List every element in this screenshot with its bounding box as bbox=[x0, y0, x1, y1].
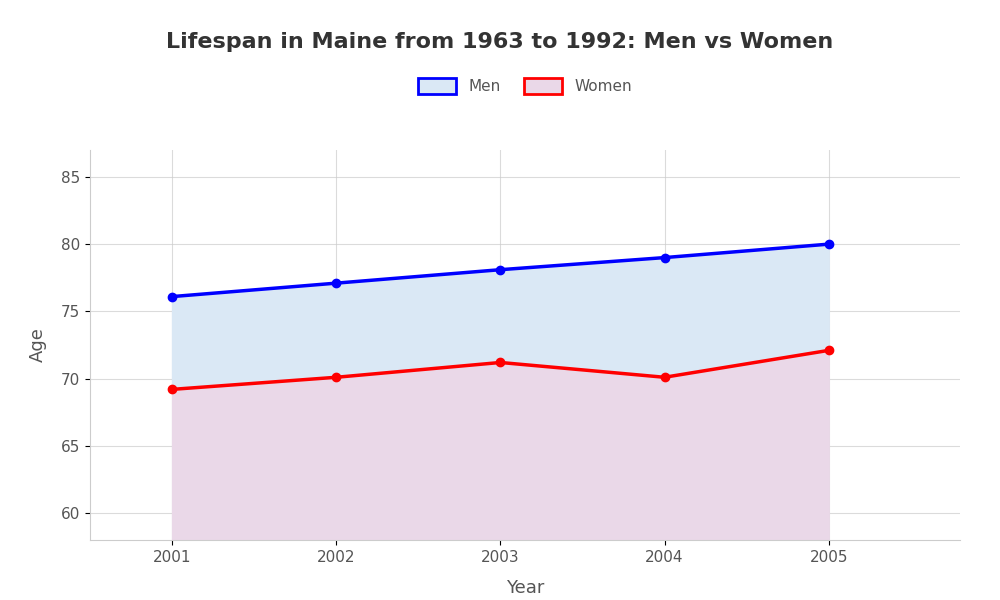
Line: Women: Women bbox=[168, 346, 833, 394]
Men bbox=[330, 280, 342, 287]
Men bbox=[659, 254, 671, 261]
X-axis label: Year: Year bbox=[506, 578, 544, 596]
Y-axis label: Age: Age bbox=[29, 328, 47, 362]
Men bbox=[166, 293, 178, 300]
Women bbox=[823, 347, 835, 354]
Legend: Men, Women: Men, Women bbox=[412, 72, 638, 100]
Text: Lifespan in Maine from 1963 to 1992: Men vs Women: Lifespan in Maine from 1963 to 1992: Men… bbox=[166, 32, 834, 52]
Women bbox=[330, 374, 342, 381]
Women bbox=[659, 374, 671, 381]
Line: Men: Men bbox=[168, 240, 833, 301]
Women bbox=[166, 386, 178, 393]
Women bbox=[494, 359, 506, 366]
Men bbox=[494, 266, 506, 273]
Men bbox=[823, 241, 835, 248]
